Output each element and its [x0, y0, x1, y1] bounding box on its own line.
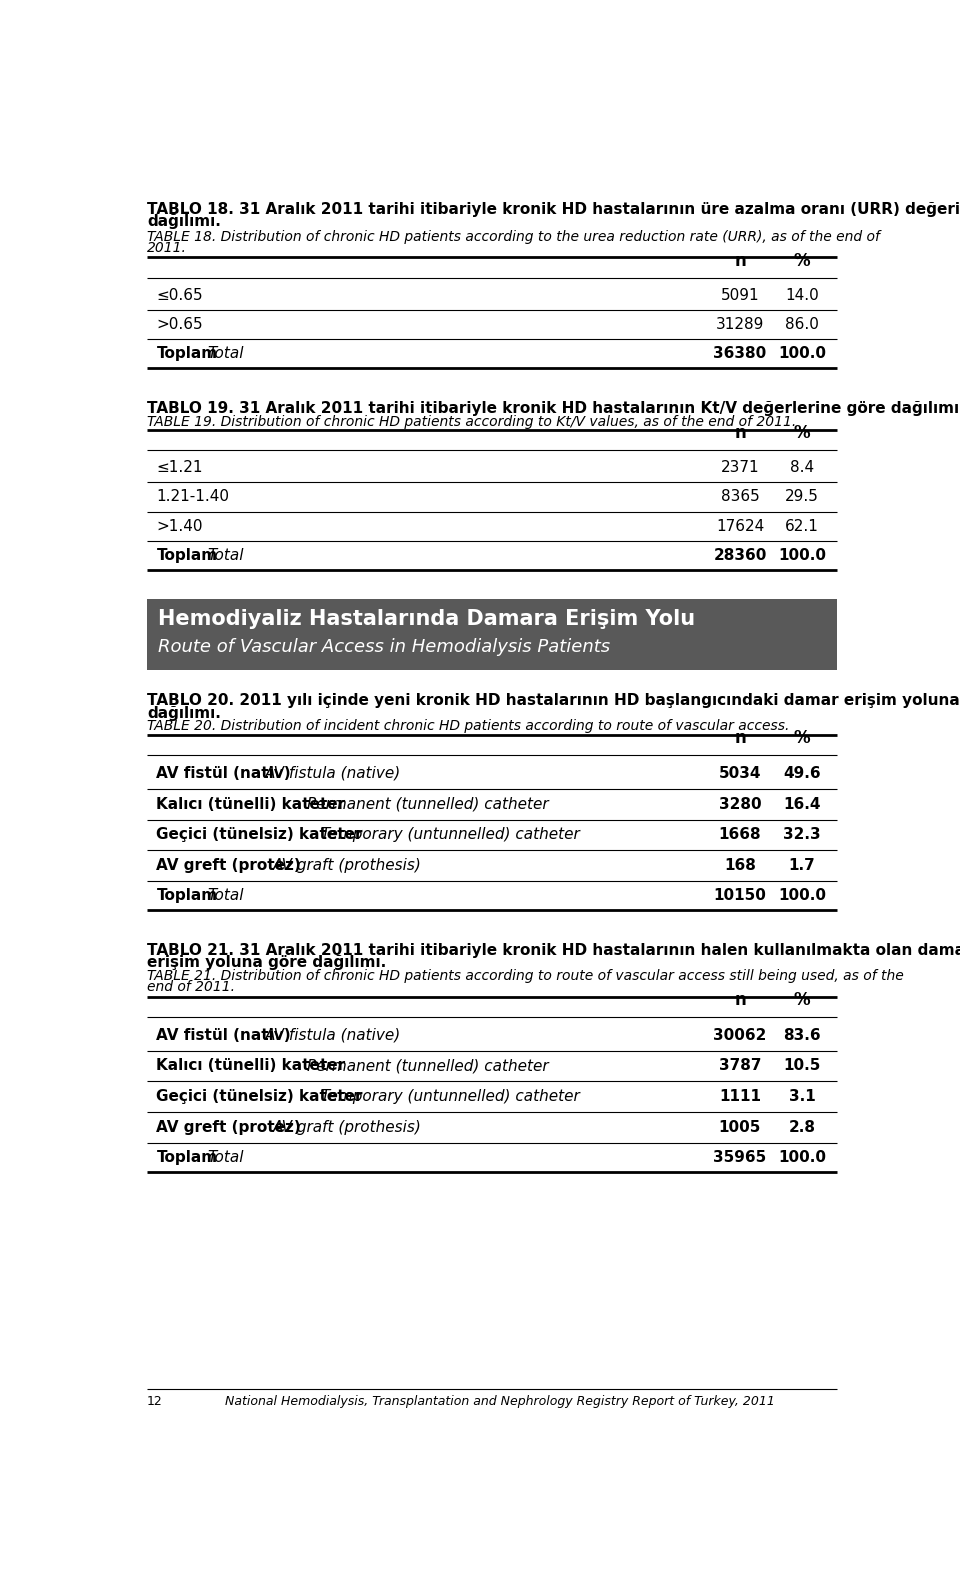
Text: 3787: 3787 [719, 1059, 761, 1073]
Text: 36380: 36380 [713, 346, 767, 360]
Text: Temporary (untunnelled) catheter: Temporary (untunnelled) catheter [321, 827, 579, 843]
Text: 86.0: 86.0 [785, 316, 819, 332]
Text: AV fistula (native): AV fistula (native) [265, 765, 401, 781]
Text: %: % [794, 729, 810, 748]
Text: 1668: 1668 [719, 827, 761, 843]
Text: 1111: 1111 [719, 1089, 761, 1104]
Text: AV graft (prothesis): AV graft (prothesis) [273, 1119, 421, 1135]
Bar [147, 599, 837, 670]
Text: Temporary (untunnelled) catheter: Temporary (untunnelled) catheter [321, 1089, 579, 1104]
Text: TABLE 19. Distribution of chronic HD patients according to Kt/V values, as of th: TABLE 19. Distribution of chronic HD pat… [147, 414, 797, 428]
Text: n: n [734, 424, 746, 443]
Text: Total: Total [207, 549, 244, 563]
Text: 100.0: 100.0 [778, 1149, 826, 1165]
Text: Permanent (tunnelled) catheter: Permanent (tunnelled) catheter [307, 1059, 549, 1073]
Text: 31289: 31289 [716, 316, 764, 332]
Text: TABLE 21. Distribution of chronic HD patients according to route of vascular acc: TABLE 21. Distribution of chronic HD pat… [147, 969, 904, 983]
Text: 3280: 3280 [719, 797, 761, 811]
Text: 83.6: 83.6 [783, 1028, 821, 1043]
Text: ≤0.65: ≤0.65 [156, 288, 204, 302]
Text: AV greft (protez): AV greft (protez) [156, 1119, 306, 1135]
Text: 16.4: 16.4 [783, 797, 821, 811]
Text: 14.0: 14.0 [785, 288, 819, 302]
Text: 30062: 30062 [713, 1028, 767, 1043]
Text: Total: Total [207, 346, 244, 360]
Text: 35965: 35965 [713, 1149, 767, 1165]
Text: 100.0: 100.0 [778, 346, 826, 360]
Text: 32.3: 32.3 [783, 827, 821, 843]
Text: Toplam: Toplam [156, 1149, 218, 1165]
Text: AV greft (protez): AV greft (protez) [156, 858, 306, 873]
Text: 168: 168 [724, 858, 756, 873]
Text: dağılımı.: dağılımı. [147, 705, 221, 721]
Text: %: % [794, 424, 810, 443]
Text: 8365: 8365 [721, 490, 759, 504]
Text: n: n [734, 729, 746, 748]
Text: AV fistül (nativ): AV fistül (nativ) [156, 1028, 297, 1043]
Text: Toplam: Toplam [156, 889, 218, 903]
Text: ≤1.21: ≤1.21 [156, 460, 203, 476]
Text: 100.0: 100.0 [778, 549, 826, 563]
Text: Hemodiyaliz Hastalarında Damara Erişim Yolu: Hemodiyaliz Hastalarında Damara Erişim Y… [158, 609, 695, 629]
Text: 1.21-1.40: 1.21-1.40 [156, 490, 229, 504]
Text: 2011.: 2011. [147, 240, 187, 255]
Text: erişim yoluna göre dağılımı.: erişim yoluna göre dağılımı. [147, 955, 386, 971]
Text: 12: 12 [147, 1394, 163, 1409]
Text: Geçici (tünelsiz) kateter: Geçici (tünelsiz) kateter [156, 1089, 369, 1104]
Text: 8.4: 8.4 [790, 460, 814, 476]
Text: 2.8: 2.8 [788, 1119, 815, 1135]
Text: Geçici (tünelsiz) kateter: Geçici (tünelsiz) kateter [156, 827, 369, 843]
Text: 2371: 2371 [721, 460, 759, 476]
Text: dağılımı.: dağılımı. [147, 215, 221, 229]
Text: 49.6: 49.6 [783, 765, 821, 781]
Text: Route of Vascular Access in Hemodialysis Patients: Route of Vascular Access in Hemodialysis… [158, 637, 611, 656]
Text: 5034: 5034 [719, 765, 761, 781]
Text: Total: Total [207, 889, 244, 903]
Text: 1.7: 1.7 [788, 858, 815, 873]
Text: AV fistula (native): AV fistula (native) [265, 1028, 401, 1043]
Text: TABLE 20. Distribution of incident chronic HD patients according to route of vas: TABLE 20. Distribution of incident chron… [147, 719, 789, 734]
Text: National Hemodialysis, Transplantation and Nephrology Registry Report of Turkey,: National Hemodialysis, Transplantation a… [225, 1394, 775, 1409]
Text: 17624: 17624 [716, 519, 764, 534]
Text: 100.0: 100.0 [778, 889, 826, 903]
Text: >0.65: >0.65 [156, 316, 204, 332]
Text: 10.5: 10.5 [783, 1059, 821, 1073]
Text: >1.40: >1.40 [156, 519, 203, 534]
Text: Kalıcı (tünelli) kateter: Kalıcı (tünelli) kateter [156, 797, 350, 811]
Text: 62.1: 62.1 [785, 519, 819, 534]
Text: Total: Total [207, 1149, 244, 1165]
Text: %: % [794, 251, 810, 270]
Text: AV fistül (nativ): AV fistül (nativ) [156, 765, 297, 781]
Text: Kalıcı (tünelli) kateter: Kalıcı (tünelli) kateter [156, 1059, 350, 1073]
Text: Toplam: Toplam [156, 549, 218, 563]
Text: AV graft (prothesis): AV graft (prothesis) [273, 858, 421, 873]
Text: end of 2011.: end of 2011. [147, 980, 235, 994]
Text: TABLO 21. 31 Aralık 2011 tarihi itibariyle kronik HD hastalarının halen kullanıl: TABLO 21. 31 Aralık 2011 tarihi itibariy… [147, 942, 960, 958]
Text: TABLO 18. 31 Aralık 2011 tarihi itibariyle kronik HD hastalarının üre azalma ora: TABLO 18. 31 Aralık 2011 tarihi itibariy… [147, 202, 960, 217]
Text: %: % [794, 991, 810, 1009]
Text: 10150: 10150 [713, 889, 766, 903]
Text: 1005: 1005 [719, 1119, 761, 1135]
Text: TABLO 20. 2011 yılı içinde yeni kronik HD hastalarının HD başlangıcındaki damar : TABLO 20. 2011 yılı içinde yeni kronik H… [147, 694, 960, 708]
Text: TABLE 18. Distribution of chronic HD patients according to the urea reduction ra: TABLE 18. Distribution of chronic HD pat… [147, 229, 880, 243]
Text: 28360: 28360 [713, 549, 767, 563]
Text: n: n [734, 251, 746, 270]
Text: TABLO 19. 31 Aralık 2011 tarihi itibariyle kronik HD hastalarının Kt/V değerleri: TABLO 19. 31 Aralık 2011 tarihi itibariy… [147, 400, 960, 416]
Text: Toplam: Toplam [156, 346, 218, 360]
Text: 29.5: 29.5 [785, 490, 819, 504]
Text: 5091: 5091 [721, 288, 759, 302]
Text: n: n [734, 991, 746, 1009]
Text: 3.1: 3.1 [788, 1089, 815, 1104]
Text: Permanent (tunnelled) catheter: Permanent (tunnelled) catheter [307, 797, 549, 811]
